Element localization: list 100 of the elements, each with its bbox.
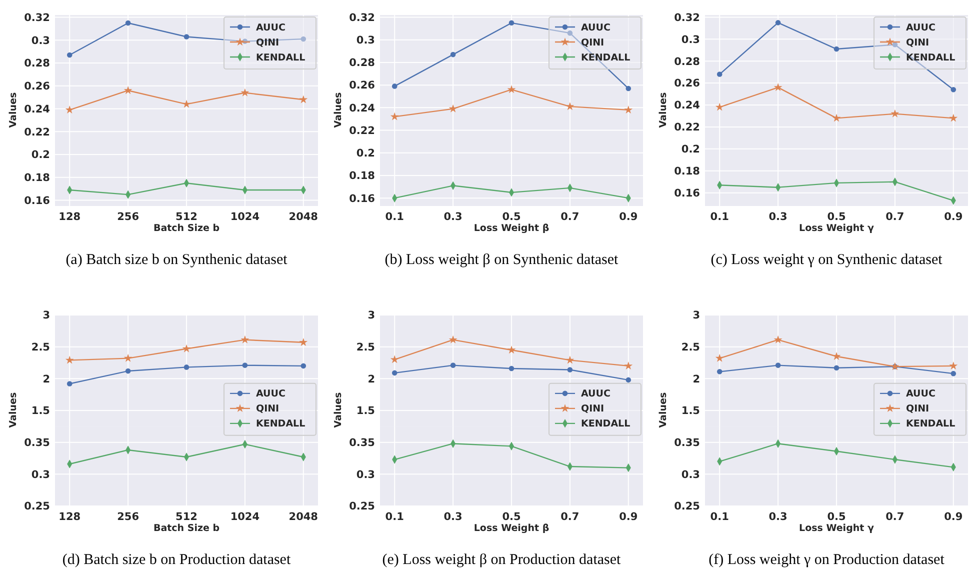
y-tick-label: 2.5: [31, 342, 50, 354]
x-tick-label: 512: [176, 211, 198, 223]
x-tick-label: 0.3: [768, 511, 788, 523]
x-tick-label: 0.9: [944, 211, 963, 223]
point: [390, 112, 399, 120]
point: [448, 335, 458, 344]
y-tick-label: 2.5: [681, 342, 700, 354]
y-tick-label: 3: [42, 310, 50, 322]
legend-label: AUUC: [581, 22, 610, 34]
point: [299, 95, 308, 104]
point: [716, 369, 722, 374]
point: [626, 86, 632, 92]
legend-label: KENDALL: [906, 52, 956, 64]
x-axis-title: Loss Weight β: [474, 523, 550, 534]
point: [508, 20, 514, 26]
legend-label: QINI: [256, 404, 280, 415]
y-tick-label: 0.35: [24, 437, 50, 450]
point: [300, 36, 306, 42]
point: [448, 104, 458, 112]
y-tick-label: 0.3: [356, 34, 375, 47]
point: [626, 377, 632, 383]
point: [507, 85, 516, 94]
point: [566, 356, 574, 364]
point: [125, 20, 131, 26]
y-tick-label: 0.28: [349, 57, 375, 70]
text: (a) Batch size b on Synthenic dataset: [66, 252, 288, 268]
point: [240, 335, 250, 344]
y-tick-label: 0.32: [349, 12, 375, 24]
x-tick-label: 128: [58, 511, 81, 523]
point: [450, 52, 456, 58]
point: [715, 102, 724, 111]
y-axis-title: Values: [333, 392, 344, 428]
x-tick-label: 128: [58, 211, 81, 223]
x-tick-label: 0.7: [886, 211, 904, 223]
y-tick-label: 2.5: [356, 342, 375, 354]
legend-label: QINI: [256, 37, 280, 48]
y-tick-label: 0.28: [24, 58, 50, 70]
legend-label: AUUC: [256, 388, 286, 400]
point: [184, 34, 190, 40]
x-tick-label: 0.3: [444, 211, 462, 223]
point: [450, 362, 456, 368]
legend-label: QINI: [581, 37, 604, 48]
x-tick-label: 0.3: [768, 211, 788, 223]
x-tick-label: 256: [117, 211, 140, 223]
point: [774, 335, 782, 344]
point: [949, 114, 958, 122]
y-tick-label: 3: [692, 310, 700, 322]
y-axis-title: Values: [658, 92, 669, 128]
point: [775, 20, 781, 26]
y-tick-label: 0.16: [24, 194, 50, 207]
point: [66, 52, 72, 58]
point: [834, 365, 840, 370]
y-axis-title: Values: [658, 392, 669, 428]
y-tick-label: 0.2: [681, 144, 700, 156]
x-tick-label: 1024: [230, 511, 260, 523]
y-tick-label: 0.22: [24, 126, 50, 138]
point: [184, 364, 190, 370]
legend-label: AUUC: [906, 388, 936, 400]
point: [774, 83, 782, 92]
point: [775, 362, 781, 368]
y-tick-label: 0.18: [674, 166, 700, 178]
x-axis-title: Loss Weight β: [474, 223, 550, 234]
point: [567, 367, 573, 372]
y-tick-label: 0.25: [24, 500, 50, 513]
y-tick-label: 0.25: [674, 500, 700, 513]
y-axis-title: Values: [8, 92, 19, 128]
x-tick-label: 2048: [288, 511, 318, 523]
legend-label: KENDALL: [256, 52, 306, 64]
x-tick-label: 0.5: [502, 211, 521, 223]
y-tick-label: 0.24: [349, 102, 375, 114]
point: [950, 87, 956, 92]
legend-label: QINI: [906, 37, 930, 48]
point: [392, 370, 398, 376]
x-tick-label: 256: [117, 511, 140, 523]
legend-label: AUUC: [906, 22, 936, 34]
x-tick-label: 2048: [288, 211, 318, 223]
x-tick-label: 0.5: [827, 511, 846, 523]
point: [507, 346, 516, 354]
y-tick-label: 0.22: [349, 124, 375, 137]
x-tick-label: 0.3: [444, 511, 462, 523]
point: [566, 102, 574, 110]
y-tick-label: 0.22: [674, 122, 700, 134]
legend-label: KENDALL: [581, 52, 630, 64]
y-tick-label: 1.5: [31, 405, 50, 418]
legend-label: KENDALL: [581, 418, 630, 430]
legend-label: AUUC: [581, 388, 610, 400]
legend-label: QINI: [581, 404, 604, 415]
point: [624, 106, 633, 114]
x-axis-title: Loss Weight γ: [799, 223, 874, 234]
point: [124, 354, 132, 362]
x-tick-label: 0.1: [385, 211, 404, 223]
x-axis-title: Batch Size b: [153, 223, 220, 234]
point: [715, 354, 724, 362]
y-tick-label: 0.18: [349, 170, 375, 182]
point: [392, 84, 398, 89]
text: (e) Loss weight β on Production dataset: [382, 552, 622, 568]
point: [949, 362, 958, 370]
y-tick-label: 0.32: [674, 12, 700, 24]
point: [66, 381, 72, 386]
x-axis-title: Batch Size b: [153, 523, 220, 534]
